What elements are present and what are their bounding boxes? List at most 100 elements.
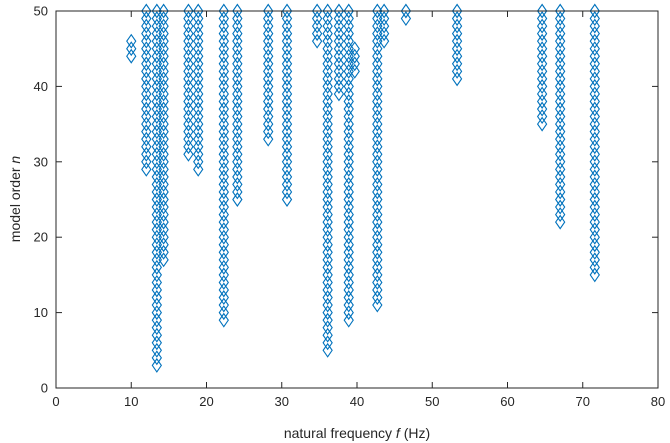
data-point [183,78,194,94]
data-point [263,124,274,140]
data-point [589,131,600,147]
data-point [141,11,152,27]
data-point [589,139,600,155]
data-point [555,207,566,223]
data-point [555,56,566,72]
data-point [218,109,229,125]
data-point [158,176,169,192]
data-point [151,184,163,200]
data-point [589,33,600,49]
data-point [372,26,383,42]
data-point [232,56,243,72]
data-point [536,94,548,109]
data-point [151,222,163,238]
data-point [589,192,600,207]
data-point [555,124,566,140]
data-point [232,116,243,132]
data-point [218,176,229,192]
data-point [183,18,194,34]
data-point [151,71,163,87]
data-point [281,176,293,192]
data-point [232,169,243,185]
data-point [151,109,163,125]
data-point [183,33,194,49]
data-point [555,116,566,132]
data-point [151,18,163,34]
data-point [555,176,566,192]
tick-labels: 0 10 20 30 40 50 60 70 80 0 10 20 30 40 50 [34,4,666,410]
data-point [555,63,566,79]
data-point [343,71,354,87]
data-point [322,342,333,358]
data-point [158,11,169,27]
data-point [141,139,152,155]
data-point [193,116,204,132]
data-point [218,274,229,290]
data-point [333,56,345,72]
data-point [322,229,333,245]
data-point [322,116,333,132]
data-point [193,101,204,117]
data-point [311,3,323,19]
data-point [183,56,194,72]
data-point [536,63,548,79]
data-point [232,176,243,192]
data-point [281,18,293,34]
data-point [126,48,137,64]
data-point [555,18,566,34]
data-point [218,192,229,207]
data-point [141,33,152,49]
data-point [322,161,333,177]
data-point [263,18,274,34]
data-point [218,305,229,321]
data-point [311,18,323,34]
data-point [218,71,229,87]
data-point [322,26,333,42]
data-point [536,48,548,64]
data-point [218,101,229,117]
data-point [343,101,354,117]
data-point [232,41,243,57]
data-point [151,33,163,49]
data-point [141,71,152,87]
data-point [263,116,274,132]
data-point [263,41,274,57]
data-point [343,267,354,283]
data-point [158,169,169,185]
data-point [372,184,383,200]
data-point [158,146,169,162]
data-point [232,26,243,42]
y-axis-label-prefix: model order [7,164,23,243]
data-point [311,11,323,27]
data-point [343,244,354,260]
data-point [232,11,243,27]
data-point [141,86,152,102]
data-point [555,78,566,94]
data-point [372,146,383,162]
data-point [589,109,600,125]
data-point [151,282,163,298]
data-point [218,207,229,223]
data-point [372,94,383,109]
data-point [281,169,293,185]
data-point [322,297,333,313]
data-point [193,48,204,64]
data-point [151,192,163,207]
data-point [193,86,204,102]
data-point [183,26,194,42]
data-point [589,124,600,140]
data-point [151,199,163,215]
data-point [158,214,169,230]
data-point [158,139,169,155]
data-point [158,222,169,238]
data-point [343,139,354,155]
data-point [372,214,383,230]
data-point [183,124,194,140]
data-point [158,109,169,125]
data-point [232,33,243,49]
data-point [343,161,354,177]
data-point [372,139,383,155]
data-point [343,290,354,305]
data-point [322,139,333,155]
data-point [158,207,169,223]
